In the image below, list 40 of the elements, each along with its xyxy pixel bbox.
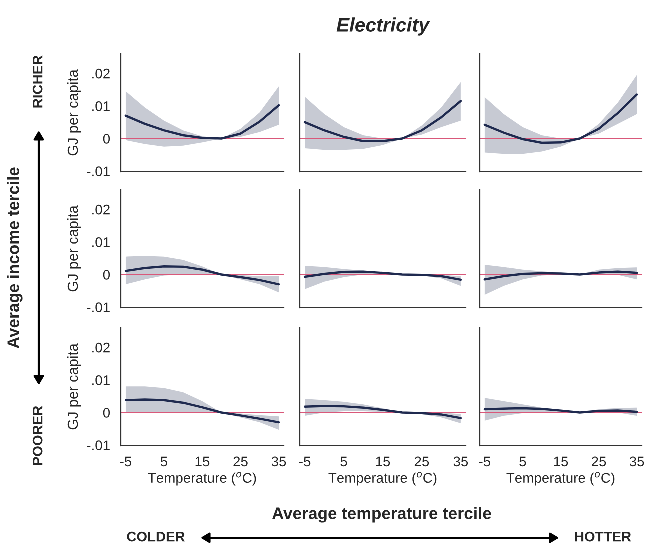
x-tick-label: 15 — [554, 456, 568, 467]
x-tick-label: 25 — [414, 456, 430, 467]
x-axis-title: Temperature ($^{o}$C) — [328, 472, 437, 486]
y-tick-label: .01 — [92, 101, 110, 112]
x-tick-label: 25 — [592, 456, 606, 467]
x-tick-label: 5 — [160, 456, 168, 467]
y-axis-title: GJ per capita — [68, 344, 82, 430]
x-tick-label: 35 — [272, 456, 286, 467]
y-tick-label: -.01 — [87, 440, 110, 451]
y-tick-label: .01 — [92, 237, 110, 248]
x-tick-label: 35 — [630, 456, 644, 467]
y-tick-label: 0 — [103, 134, 110, 144]
text: RICHER — [32, 56, 43, 108]
text: HOTTER — [575, 532, 632, 542]
x-tick-label: -5 — [300, 456, 311, 467]
y-tick-label: .01 — [92, 375, 110, 386]
text: COLDER — [127, 532, 186, 542]
text: Average temperature tercile — [272, 507, 492, 523]
text: Average income tercile — [7, 168, 23, 349]
x-tick-label: 5 — [340, 456, 348, 467]
y-axis-title: GJ per capita — [68, 206, 82, 292]
x-tick-label: 35 — [454, 456, 468, 467]
y-tick-label: .02 — [92, 342, 110, 353]
y-tick-label: 0 — [103, 408, 110, 418]
x-tick-label: 25 — [234, 456, 248, 467]
y-tick-label: .02 — [92, 204, 110, 215]
chart-title: Electricity — [336, 18, 430, 36]
x-tick-label: 15 — [376, 456, 390, 467]
x-tick-label: -5 — [120, 456, 132, 467]
y-tick-label: 0 — [103, 270, 110, 280]
y-tick-label: -.01 — [87, 166, 110, 177]
y-tick-label: -.01 — [87, 302, 110, 313]
x-axis-title: Temperature ($^{o}$C) — [506, 472, 615, 486]
x-tick-label: 15 — [196, 456, 210, 467]
y-axis-title: GJ per capita — [68, 70, 82, 156]
text: POORER — [32, 406, 43, 466]
y-tick-label: .02 — [92, 68, 110, 79]
x-axis-title: Temperature ($^{o}$C) — [148, 472, 256, 486]
x-tick-label: -5 — [479, 456, 491, 467]
x-tick-label: 5 — [520, 456, 526, 467]
